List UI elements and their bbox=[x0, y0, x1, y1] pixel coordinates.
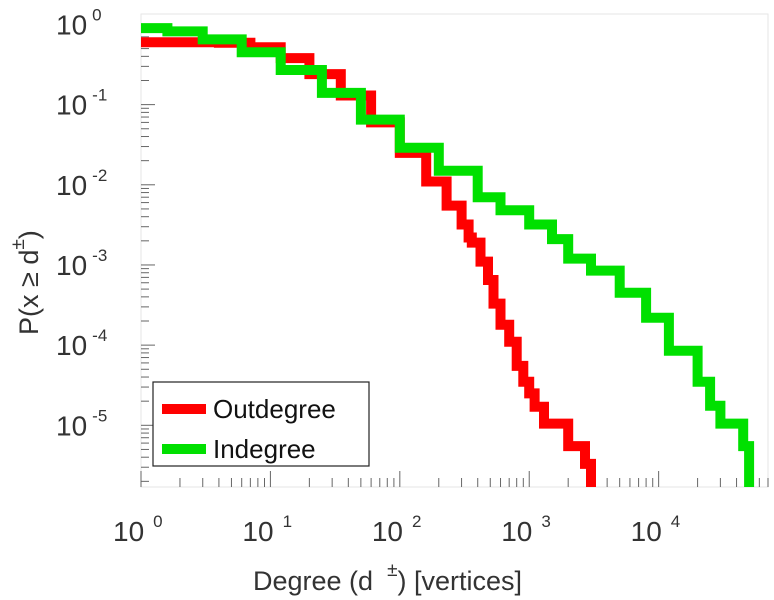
minor-ticks bbox=[140, 23, 769, 487]
y-tick-exponent: -4 bbox=[92, 326, 107, 345]
x-tick-exponent: 1 bbox=[283, 512, 292, 531]
x-tick-exponent: 0 bbox=[153, 512, 162, 531]
y-tick-label: 10 0 bbox=[56, 5, 102, 40]
x-tick-label: 10 0 bbox=[113, 512, 163, 547]
y-tick-base: 10 bbox=[56, 90, 87, 121]
x-tick-base: 10 bbox=[631, 516, 662, 547]
x-axis-title-sup: ± bbox=[387, 560, 397, 581]
y-axis-title-sup: ± bbox=[8, 239, 29, 249]
x-tick-label: 10 4 bbox=[631, 512, 681, 547]
y-tick-exponent: -5 bbox=[92, 406, 107, 425]
y-tick-labels: 10 0 10 -1 10 -2 10 -3 10 -4 10 -5 bbox=[56, 5, 107, 441]
x-axis-title-main: Degree (d bbox=[253, 566, 373, 596]
series-layer bbox=[141, 23, 755, 487]
x-tick-exponent: 2 bbox=[412, 512, 421, 531]
y-tick-exponent: -3 bbox=[92, 246, 107, 265]
x-tick-base: 10 bbox=[242, 516, 273, 547]
y-axis-title-group: P(x ≥ d±) bbox=[8, 230, 44, 335]
y-tick-base: 10 bbox=[56, 170, 87, 201]
x-tick-base: 10 bbox=[372, 516, 403, 547]
x-tick-base: 10 bbox=[501, 516, 532, 547]
x-tick-label: 10 3 bbox=[501, 512, 551, 547]
y-axis-title-main: P(x ≥ d bbox=[14, 250, 44, 335]
y-tick-label: 10 -5 bbox=[56, 406, 107, 441]
y-axis-title: P(x ≥ d±) bbox=[8, 230, 44, 335]
y-tick-exponent: -1 bbox=[92, 86, 107, 105]
legend-label-indegree: Indegree bbox=[213, 434, 316, 464]
y-tick-exponent: 0 bbox=[92, 5, 101, 24]
legend: Outdegree Indegree bbox=[152, 381, 370, 467]
y-axis-title-tail: ) bbox=[14, 230, 44, 239]
x-axis-title: Degree (d ±) [vertices] bbox=[253, 560, 522, 596]
x-tick-exponent: 3 bbox=[541, 512, 550, 531]
y-tick-label: 10 -4 bbox=[56, 326, 107, 361]
x-tick-label: 10 2 bbox=[372, 512, 422, 547]
x-tick-exponent: 4 bbox=[671, 512, 680, 531]
x-tick-base: 10 bbox=[113, 516, 144, 547]
x-axis-title-tail: ) [vertices] bbox=[398, 566, 523, 596]
y-tick-label: 10 -2 bbox=[56, 166, 107, 201]
x-tick-labels: 10 0 10 1 10 2 10 3 10 4 bbox=[113, 512, 680, 547]
legend-label-outdegree: Outdegree bbox=[213, 394, 336, 424]
y-tick-exponent: -2 bbox=[92, 166, 107, 185]
y-tick-base: 10 bbox=[56, 250, 87, 281]
series-line-indegree bbox=[141, 23, 755, 487]
y-tick-label: 10 -3 bbox=[56, 246, 107, 281]
y-tick-label: 10 -1 bbox=[56, 86, 107, 121]
x-tick-label: 10 1 bbox=[242, 512, 292, 547]
y-tick-base: 10 bbox=[56, 330, 87, 361]
y-tick-base: 10 bbox=[56, 9, 87, 40]
y-tick-base: 10 bbox=[56, 410, 87, 441]
